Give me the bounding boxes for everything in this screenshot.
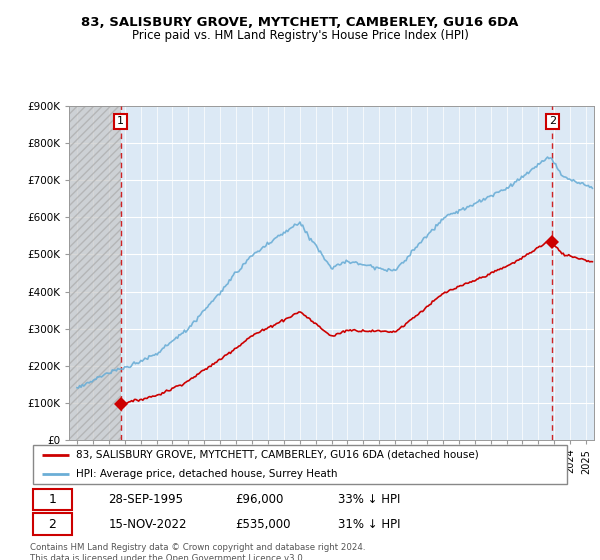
Text: 31% ↓ HPI: 31% ↓ HPI <box>338 518 400 531</box>
Text: 2: 2 <box>548 116 556 127</box>
Text: HPI: Average price, detached house, Surrey Heath: HPI: Average price, detached house, Surr… <box>76 469 337 478</box>
Text: 1: 1 <box>117 116 124 127</box>
Text: £535,000: £535,000 <box>235 518 290 531</box>
Text: 83, SALISBURY GROVE, MYTCHETT, CAMBERLEY, GU16 6DA (detached house): 83, SALISBURY GROVE, MYTCHETT, CAMBERLEY… <box>76 450 479 460</box>
Text: 83, SALISBURY GROVE, MYTCHETT, CAMBERLEY, GU16 6DA: 83, SALISBURY GROVE, MYTCHETT, CAMBERLEY… <box>82 16 518 29</box>
Text: Contains HM Land Registry data © Crown copyright and database right 2024.
This d: Contains HM Land Registry data © Crown c… <box>30 543 365 560</box>
Text: Price paid vs. HM Land Registry's House Price Index (HPI): Price paid vs. HM Land Registry's House … <box>131 29 469 42</box>
Text: £96,000: £96,000 <box>235 493 284 506</box>
Text: 2: 2 <box>48 518 56 531</box>
Text: 28-SEP-1995: 28-SEP-1995 <box>108 493 184 506</box>
Text: 33% ↓ HPI: 33% ↓ HPI <box>338 493 400 506</box>
Bar <box>69 106 121 440</box>
Text: 15-NOV-2022: 15-NOV-2022 <box>108 518 187 531</box>
Bar <box>33 514 71 535</box>
Text: 1: 1 <box>48 493 56 506</box>
Bar <box>33 489 71 510</box>
